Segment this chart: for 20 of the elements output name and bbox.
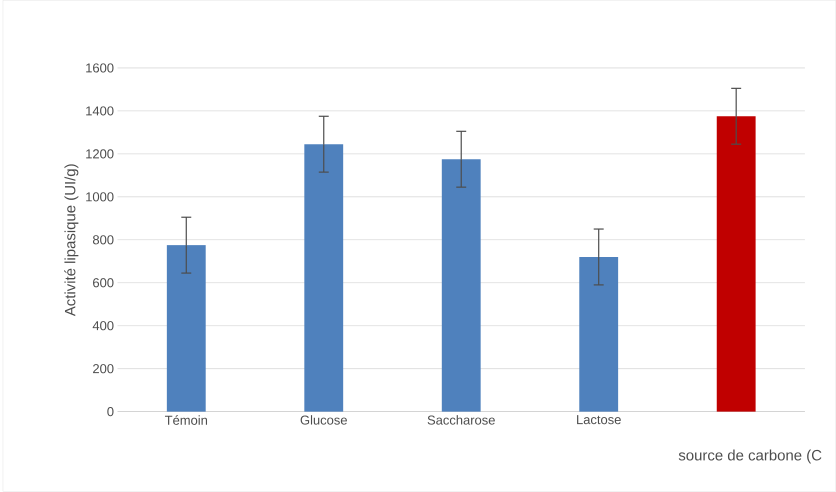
- y-tick-label: 1600: [86, 64, 114, 73]
- x-tick-label: Glucose: [300, 415, 347, 425]
- x-tick-label: Saccharose: [428, 415, 495, 425]
- y-tick-label: 0: [107, 407, 114, 416]
- x-tick-label: Témoin: [164, 415, 208, 426]
- y-tick-label: 1400: [86, 106, 114, 116]
- x-axis-title: source de carbone (C: [678, 450, 822, 464]
- y-tick-label: 800: [92, 235, 114, 245]
- bar: [716, 116, 756, 412]
- y-tick-label: 1000: [86, 192, 114, 202]
- bar: [304, 144, 344, 412]
- bar: [442, 159, 481, 412]
- y-tick-label: 600: [93, 278, 114, 288]
- y-axis-title: Activité lipasique (UI/g): [64, 164, 78, 316]
- y-tick-label: 1200: [86, 150, 114, 159]
- y-tick-label: 400: [92, 321, 114, 331]
- bar: [166, 245, 206, 412]
- bar: [579, 257, 618, 412]
- y-tick-label: 200: [93, 364, 114, 374]
- x-tick-label: Lactose: [577, 415, 621, 424]
